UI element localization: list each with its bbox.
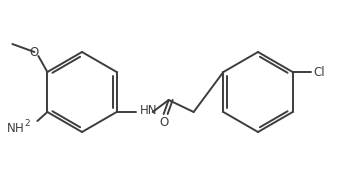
Text: Cl: Cl — [314, 66, 325, 78]
Text: N: N — [7, 122, 16, 135]
Text: H: H — [14, 122, 23, 135]
Text: 2: 2 — [24, 119, 30, 128]
Text: HN: HN — [140, 105, 157, 118]
Text: O: O — [159, 115, 168, 129]
Text: O: O — [30, 46, 39, 59]
